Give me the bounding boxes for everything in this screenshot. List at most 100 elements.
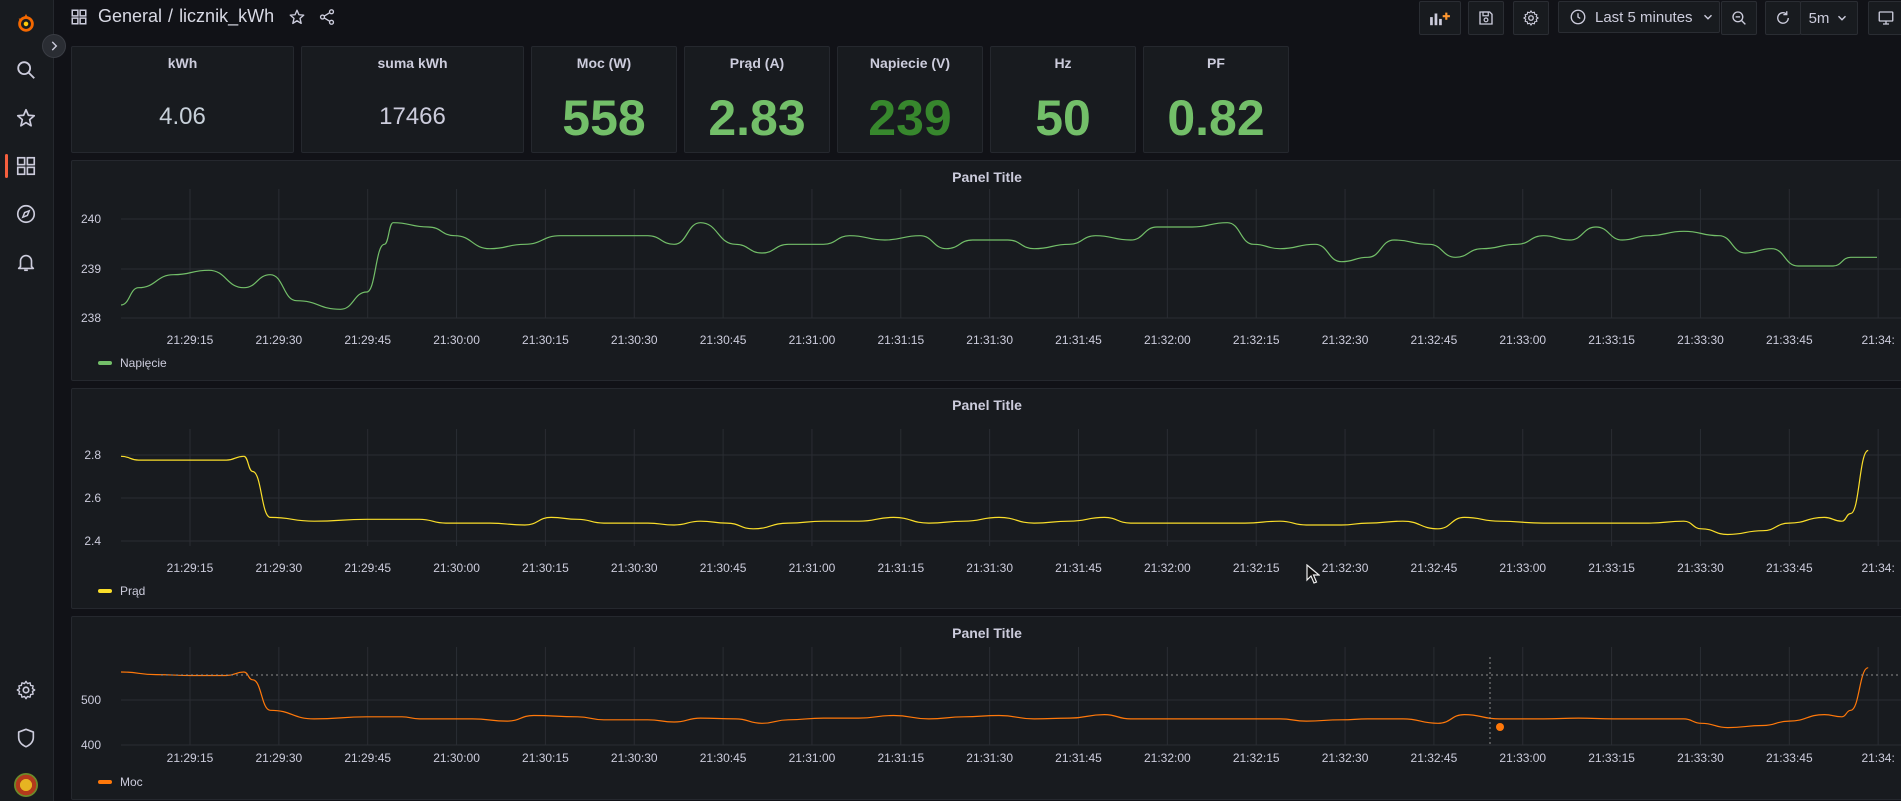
- series-line: [120, 449, 1869, 536]
- legend[interactable]: Moc: [98, 775, 143, 789]
- hover-point: [1496, 723, 1504, 731]
- x-tick-label: 21:29:45: [344, 561, 391, 575]
- refresh-button[interactable]: [1765, 1, 1801, 35]
- y-tick-label: 500: [81, 693, 101, 707]
- breadcrumb-separator: /: [168, 6, 174, 26]
- panel-title: Panel Title: [952, 625, 1022, 641]
- explore-icon[interactable]: [13, 201, 39, 227]
- x-tick-label: 21:30:15: [522, 561, 569, 575]
- star-icon[interactable]: [288, 8, 306, 26]
- stat-panel-napiecie[interactable]: Napiecie (V) 239: [837, 46, 983, 153]
- time-range-label: Last 5 minutes: [1595, 8, 1693, 26]
- x-tick-label: 21:31:00: [789, 333, 836, 347]
- x-tick-label: 21:29:45: [344, 751, 391, 765]
- breadcrumb-dashboard[interactable]: licznik_kWh: [179, 6, 275, 26]
- x-tick-label: 21:30:30: [611, 561, 658, 575]
- line-chart[interactable]: 240 239 238 21:29:15 21:29:30 21:29:45 21:30:0…: [72, 161, 1901, 380]
- share-icon[interactable]: [318, 8, 336, 26]
- x-tick-label: 21:33:15: [1588, 333, 1635, 347]
- stat-panel-moc[interactable]: Moc (W) 558: [531, 46, 677, 153]
- x-tick-label: 21:30:00: [433, 561, 480, 575]
- legend[interactable]: Napięcie: [98, 356, 167, 370]
- x-tick-label: 21:33:00: [1499, 561, 1546, 575]
- breadcrumb-folder[interactable]: General: [98, 6, 163, 26]
- stat-title: Napiecie (V): [869, 55, 951, 71]
- graph-panel-moc[interactable]: Panel Title 500 400 21:29:15 21:29:30 21:29:…: [71, 616, 1901, 800]
- refresh-interval-picker[interactable]: 5m: [1800, 1, 1858, 35]
- save-icon: [1479, 11, 1493, 25]
- line-chart[interactable]: 500 400 21:29:15 21:29:30 21:29:45 21:30:00 21…: [72, 617, 1901, 799]
- tv-icon: [1878, 11, 1894, 25]
- stat-title: kWh: [167, 55, 198, 71]
- refresh-icon: [1777, 11, 1789, 24]
- stat-title: Prąd (A): [729, 55, 785, 71]
- stat-value: 50: [1035, 90, 1091, 146]
- save-dashboard-button[interactable]: [1468, 1, 1504, 35]
- x-tick-label: 21:31:00: [789, 751, 836, 765]
- x-tick-label: 21:34:: [1861, 751, 1894, 765]
- time-range-picker[interactable]: Last 5 minutes: [1558, 1, 1720, 33]
- graph-panel-prad[interactable]: Panel Title 2.8 2.6 2.4 21:29:15 21:29:30 21:…: [71, 388, 1901, 609]
- graph-panel-napiecie[interactable]: Panel Title 240 239 238 21:29:15 21:29:30 21:…: [71, 160, 1901, 381]
- line-chart[interactable]: 2.8 2.6 2.4 21:29:15 21:29:30 21:29:45 21:30:0…: [72, 389, 1901, 608]
- x-tick-label: 21:33:30: [1677, 561, 1724, 575]
- legend-label: Moc: [120, 775, 143, 789]
- x-tick-label: 21:31:15: [877, 561, 924, 575]
- x-tick-label: 21:32:30: [1322, 333, 1369, 347]
- expand-nav-button[interactable]: [42, 34, 66, 58]
- dashboards-icon[interactable]: [13, 153, 39, 179]
- x-tick-label: 21:32:45: [1411, 333, 1458, 347]
- chevron-right-icon: [51, 41, 58, 51]
- x-tick-label: 21:30:15: [522, 751, 569, 765]
- settings-icon[interactable]: [13, 677, 39, 703]
- x-tick-label: 21:33:00: [1499, 333, 1546, 347]
- star-icon[interactable]: [13, 105, 39, 131]
- stat-value: 239: [868, 90, 952, 146]
- y-tick-label: 2.8: [84, 448, 101, 462]
- x-tick-label: 21:29:45: [344, 333, 391, 347]
- stat-title: Hz: [1054, 55, 1072, 71]
- y-tick-label: 240: [81, 212, 101, 226]
- x-tick-label: 21:29:30: [255, 333, 302, 347]
- legend-swatch: [98, 780, 112, 784]
- legend[interactable]: Prąd: [98, 584, 145, 598]
- x-tick-label: 21:32:00: [1144, 751, 1191, 765]
- shield-icon[interactable]: [13, 725, 39, 751]
- add-panel-button[interactable]: [1419, 1, 1461, 35]
- x-tick-label: 21:29:15: [167, 751, 214, 765]
- x-tick-label: 21:33:45: [1766, 751, 1813, 765]
- x-tick-label: 21:33:15: [1588, 751, 1635, 765]
- stat-value: 2.83: [708, 90, 806, 146]
- x-tick-label: 21:31:45: [1055, 561, 1102, 575]
- x-tick-label: 21:32:15: [1233, 561, 1280, 575]
- y-tick-label: 239: [81, 262, 101, 276]
- tv-mode-button[interactable]: [1868, 1, 1901, 35]
- gear-icon: [1523, 10, 1539, 26]
- refresh-interval-label: 5m: [1808, 9, 1830, 27]
- stat-panel-suma-kwh[interactable]: suma kWh 17466: [301, 46, 524, 153]
- x-tick-label: 21:32:30: [1322, 561, 1369, 575]
- zoom-out-icon: [1732, 11, 1746, 25]
- y-tick-label: 400: [81, 738, 101, 752]
- x-tick-label: 21:33:30: [1677, 751, 1724, 765]
- stat-panel-prad[interactable]: Prąd (A) 2.83: [684, 46, 830, 153]
- x-tick-label: 21:33:45: [1766, 333, 1813, 347]
- stat-title: suma kWh: [377, 55, 448, 71]
- x-tick-label: 21:34:: [1861, 561, 1894, 575]
- x-tick-label: 21:32:45: [1411, 561, 1458, 575]
- zoom-out-button[interactable]: [1721, 1, 1757, 35]
- stat-panel-kwh[interactable]: kWh 4.06: [71, 46, 294, 153]
- y-tick-label: 238: [81, 311, 101, 325]
- x-tick-label: 21:32:00: [1144, 333, 1191, 347]
- dashboard-settings-button[interactable]: [1513, 1, 1549, 35]
- avatar[interactable]: [14, 773, 38, 797]
- x-tick-label: 21:32:00: [1144, 561, 1191, 575]
- panel-title: Panel Title: [952, 397, 1022, 413]
- alerting-icon[interactable]: [13, 249, 39, 275]
- stat-panel-pf[interactable]: PF 0.82: [1143, 46, 1289, 153]
- stat-panel-hz[interactable]: Hz 50: [990, 46, 1136, 153]
- search-icon[interactable]: [13, 57, 39, 83]
- grafana-logo-icon[interactable]: [13, 10, 39, 36]
- x-tick-label: 21:31:45: [1055, 333, 1102, 347]
- x-tick-label: 21:34:: [1861, 333, 1894, 347]
